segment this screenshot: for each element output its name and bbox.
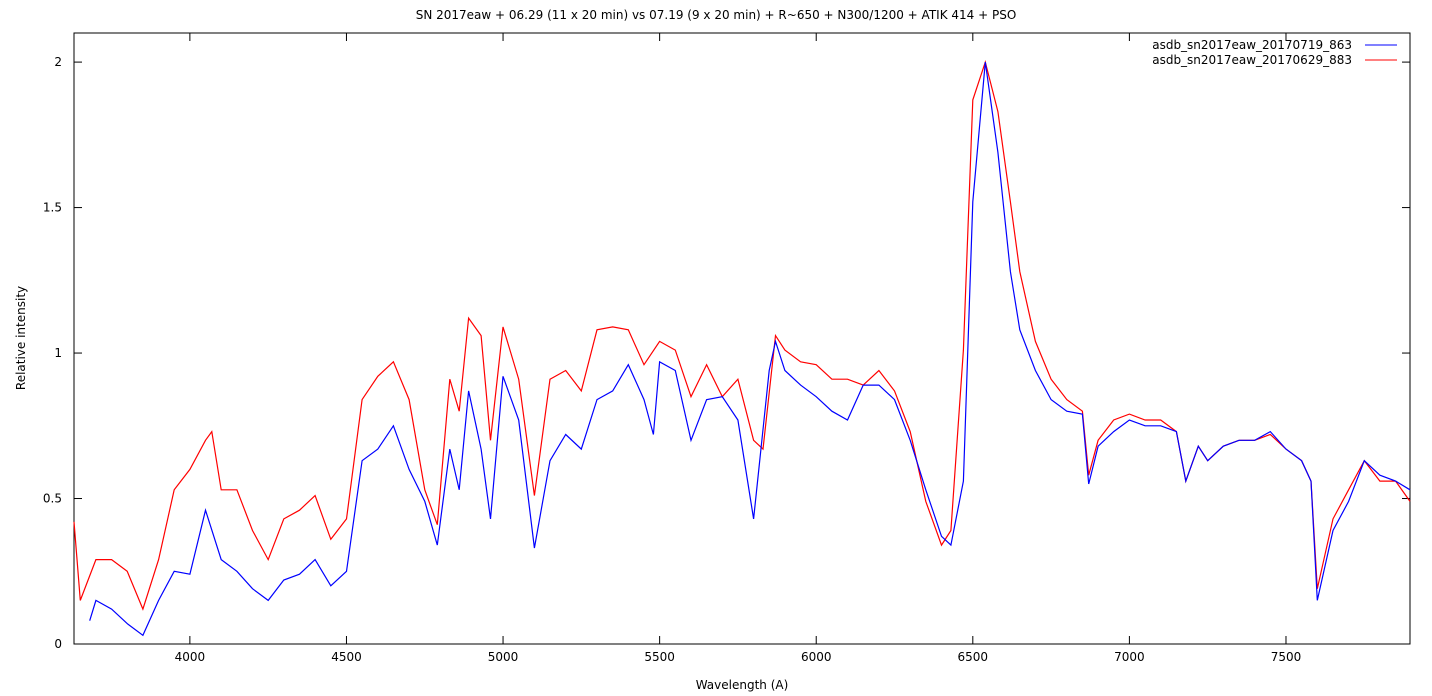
legend-label-red: asdb_sn2017eaw_20170629_883 — [1152, 53, 1352, 67]
x-tick-label: 6500 — [958, 650, 989, 664]
y-tick-label: 1.5 — [43, 201, 62, 215]
legend: asdb_sn2017eaw_20170719_863 asdb_sn2017e… — [1152, 38, 1397, 67]
y-tick-label: 1 — [54, 346, 62, 360]
x-tick-label: 4500 — [331, 650, 362, 664]
x-tick-label: 4000 — [175, 650, 206, 664]
y-tick-label: 2 — [54, 55, 62, 69]
y-tick-label: 0.5 — [43, 492, 62, 506]
series-group — [73, 59, 1411, 637]
x-tick-label: 7000 — [1114, 650, 1145, 664]
plot-frame — [73, 32, 1411, 645]
legend-label-blue: asdb_sn2017eaw_20170719_863 — [1152, 38, 1352, 52]
chart-title: SN 2017eaw + 06.29 (11 x 20 min) vs 07.1… — [416, 8, 1017, 22]
x-tick-label: 5500 — [644, 650, 675, 664]
x-tick-label: 6000 — [801, 650, 832, 664]
y-axis-label: Relative intensity — [14, 286, 28, 390]
y-tick-label: 0 — [54, 637, 62, 651]
series-line-blue — [89, 62, 1411, 637]
series-line-red — [73, 59, 1411, 611]
axes: 4000 4500 5000 5500 6000 6500 7000 7500 0 0.5 1 1.5… — [43, 32, 1411, 664]
x-tick-label: 5000 — [488, 650, 519, 664]
x-tick-label: 7500 — [1271, 650, 1302, 664]
x-axis-label: Wavelength (A) — [696, 678, 789, 692]
